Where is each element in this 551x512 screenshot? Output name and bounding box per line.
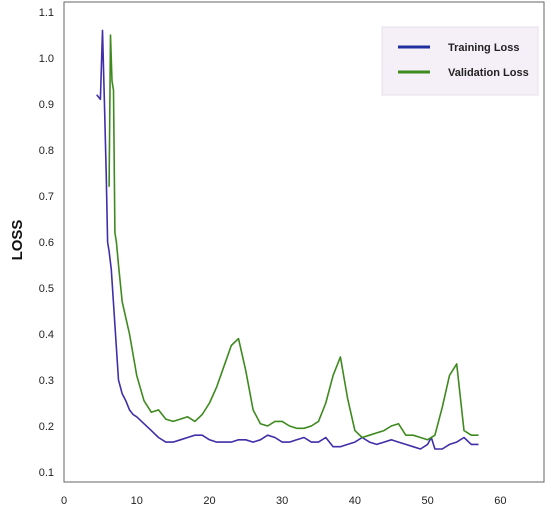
legend-label-validation: Validation Loss	[448, 67, 529, 79]
y-axis-ticks: 0.1 0.2 0.3 0.4 0.5 0.6 0.7 0.8 0.9 1.0 1.1	[39, 7, 54, 479]
y-tick-label: 0.7	[39, 191, 54, 203]
y-axis-label: LOSS	[9, 220, 26, 261]
x-tick-label: 50	[422, 495, 434, 507]
validation-loss-line	[108, 34, 479, 441]
x-tick-label: 60	[494, 495, 506, 507]
x-tick-label: 20	[203, 495, 215, 507]
y-tick-label: 0.9	[39, 99, 54, 111]
legend-label-training: Training Loss	[448, 42, 520, 54]
y-tick-label: 0.5	[39, 283, 54, 295]
y-tick-label: 0.4	[39, 329, 54, 341]
legend-box	[381, 26, 539, 96]
y-tick-label: 1.0	[39, 53, 54, 65]
x-tick-label: 40	[349, 495, 361, 507]
legend: Training Loss Validation Loss	[381, 26, 539, 96]
series-lines	[96, 29, 479, 450]
y-tick-label: 0.1	[39, 467, 54, 479]
y-tick-label: 0.2	[39, 421, 54, 433]
training-loss-line	[96, 29, 479, 450]
x-tick-label: 30	[276, 495, 288, 507]
x-axis-ticks: 0 10 20 30 40 50 60	[61, 495, 507, 507]
x-tick-label: 0	[61, 495, 67, 507]
y-tick-label: 0.8	[39, 145, 54, 157]
y-tick-label: 0.6	[39, 237, 54, 249]
x-tick-label: 10	[131, 495, 143, 507]
y-tick-label: 1.1	[39, 7, 54, 19]
y-tick-label: 0.3	[39, 375, 54, 387]
